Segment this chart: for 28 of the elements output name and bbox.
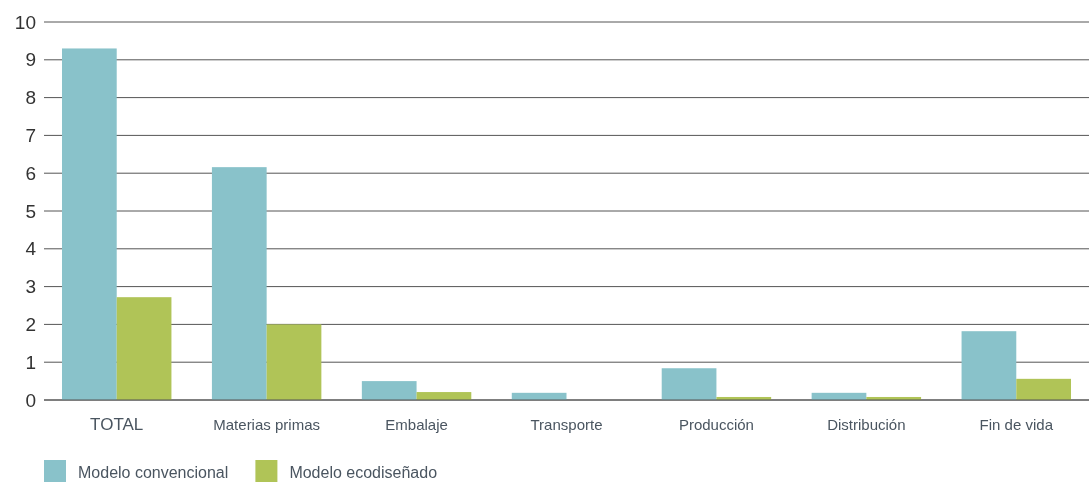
x-tick-label: TOTAL xyxy=(90,415,144,434)
y-tick-label: 7 xyxy=(25,125,36,147)
bar xyxy=(61,48,117,400)
y-tick-label: 3 xyxy=(25,276,36,298)
bar xyxy=(1016,378,1071,400)
bar xyxy=(116,297,172,400)
bar xyxy=(266,324,322,400)
x-tick-label: Fin de vida xyxy=(979,416,1054,433)
bar xyxy=(361,381,417,400)
y-tick-label: 9 xyxy=(25,49,36,71)
y-tick-label: 4 xyxy=(25,238,37,260)
y-tick-label: 6 xyxy=(25,162,36,184)
legend-label: Modelo ecodiseñado xyxy=(289,463,438,481)
x-tick-label: Distribución xyxy=(827,416,906,433)
y-tick-label: 2 xyxy=(25,314,36,336)
y-tick-label: 0 xyxy=(25,389,36,411)
bar xyxy=(661,368,717,400)
y-tick-label: 8 xyxy=(25,87,36,109)
legend-label: Modelo convencional xyxy=(78,463,229,481)
bar xyxy=(211,167,267,400)
x-tick-label: Transporte xyxy=(530,416,603,433)
y-tick-label: 1 xyxy=(25,351,36,373)
x-tick-label: Producción xyxy=(678,416,754,433)
x-tick-label: Embalaje xyxy=(385,416,448,433)
x-tick-label: Materias primas xyxy=(213,416,320,433)
y-tick-label: 5 xyxy=(25,200,36,222)
y-tick-label: 10 xyxy=(14,11,36,33)
bar xyxy=(961,331,1017,400)
